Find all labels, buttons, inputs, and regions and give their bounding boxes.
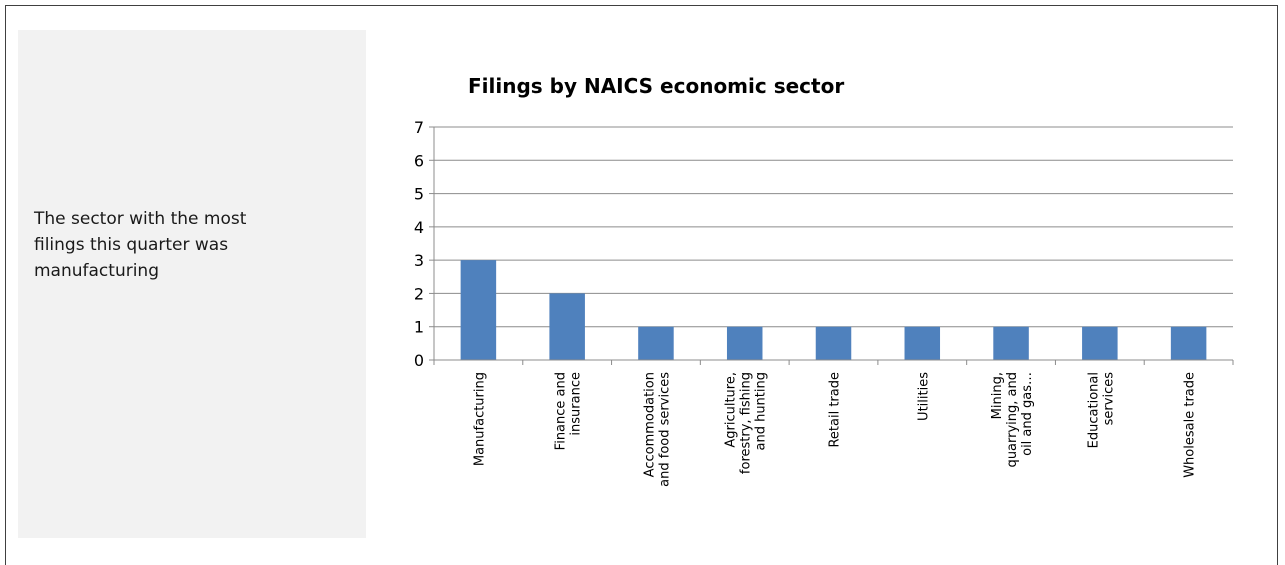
axis-labels: 0 1 2 3 4 5 6 7 Manufacturing Finance and insuranc… (414, 118, 1198, 487)
x-category-label-line: forestry, fishing (739, 372, 754, 474)
bar (993, 326, 1029, 360)
x-category-label: Wholesale trade (1183, 372, 1198, 478)
x-category-label: Accommodation and food services (642, 372, 672, 487)
x-category-label-line: Retail trade (828, 372, 843, 448)
bar (460, 260, 497, 360)
bar (549, 293, 585, 360)
x-category-label-line: Accommodation (642, 372, 657, 477)
y-tick-label: 6 (414, 151, 424, 170)
y-tick-label: 2 (414, 284, 424, 303)
x-category-label-line: Manufacturing (472, 372, 487, 466)
bar (638, 326, 674, 360)
bar-chart: Filings by NAICS economic sector 0 1 2 3 4 5 6… (366, 30, 1276, 550)
x-category-label-line: insurance (569, 372, 584, 436)
bars (460, 260, 1207, 360)
bar (1170, 326, 1207, 360)
bar (726, 326, 763, 360)
x-category-label-line: Educational (1086, 372, 1101, 448)
x-category-label: Educational services (1086, 372, 1116, 449)
x-category-label-line: Utilities (916, 372, 931, 421)
x-category-label: Utilities (916, 372, 931, 421)
y-tick-label: 7 (414, 118, 424, 137)
x-category-label-line: services (1101, 372, 1116, 426)
x-category-label: Manufacturing (472, 372, 487, 466)
document-frame (5, 5, 1278, 565)
summary-line: manufacturing (34, 261, 159, 281)
x-category-label-line: quarrying, and (1005, 372, 1020, 467)
x-category-label-line: Finance and (554, 372, 569, 450)
x-category-label: Retail trade (828, 372, 843, 448)
x-category-label-line: Wholesale trade (1183, 372, 1198, 478)
summary-panel: The sector with the most filings this qu… (18, 30, 366, 538)
summary-line: The sector with the most (34, 209, 247, 229)
x-category-label-line: Mining, (990, 372, 1005, 419)
x-category-label-line: Agriculture, (724, 372, 739, 448)
bar (1082, 326, 1118, 360)
y-tick-label: 3 (414, 251, 424, 270)
chart-title: Filings by NAICS economic sector (468, 74, 844, 98)
summary-text: The sector with the most filings this qu… (34, 206, 334, 284)
summary-line: filings this quarter was (34, 235, 229, 255)
x-category-label-line: and hunting (754, 372, 769, 451)
axes (429, 126, 1234, 365)
y-tick-label: 5 (414, 185, 424, 204)
y-tick-label: 4 (414, 218, 424, 237)
x-category-label-line: and food services (657, 372, 672, 487)
y-tick-label: 0 (414, 351, 424, 370)
x-category-label-line: oil and gas… (1020, 372, 1035, 456)
x-category-label: Agriculture, forestry, fishing and hunting (724, 372, 769, 474)
y-tick-label: 1 (414, 318, 424, 337)
chart-canvas: Filings by NAICS economic sector 0 1 2 3 4 5 6… (414, 74, 1234, 487)
x-category-label: Mining, quarrying, and oil and gas… (990, 372, 1035, 467)
bar (815, 326, 852, 360)
bar (904, 326, 941, 360)
x-category-label: Finance and insurance (554, 372, 584, 450)
